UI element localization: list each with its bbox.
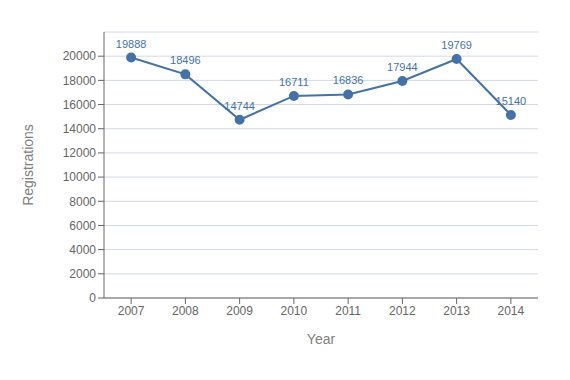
svg-text:8000: 8000 [69,195,96,209]
svg-text:17944: 17944 [387,61,418,73]
svg-text:18496: 18496 [170,54,201,66]
svg-text:14744: 14744 [224,100,255,112]
svg-text:2014: 2014 [498,304,525,318]
svg-text:19888: 19888 [116,38,147,50]
svg-text:Registrations: Registrations [20,124,36,206]
svg-text:20000: 20000 [63,49,97,63]
svg-text:16711: 16711 [279,76,309,88]
svg-text:2010: 2010 [281,304,308,318]
svg-text:4000: 4000 [69,243,96,257]
svg-text:2013: 2013 [443,304,470,318]
svg-text:2007: 2007 [118,304,145,318]
svg-text:2012: 2012 [389,304,416,318]
svg-text:16000: 16000 [63,98,97,112]
svg-text:14000: 14000 [63,122,97,136]
svg-text:Year: Year [307,331,336,347]
svg-text:10000: 10000 [63,170,97,184]
svg-text:18000: 18000 [63,74,97,88]
svg-text:2008: 2008 [172,304,199,318]
svg-text:12000: 12000 [63,146,97,160]
svg-text:6000: 6000 [69,219,96,233]
svg-text:2009: 2009 [226,304,253,318]
svg-text:15140: 15140 [496,95,527,107]
svg-text:2000: 2000 [69,267,96,281]
svg-text:16836: 16836 [333,74,364,86]
svg-text:0: 0 [89,291,96,305]
svg-text:2011: 2011 [335,304,361,318]
svg-text:19769: 19769 [441,39,472,51]
